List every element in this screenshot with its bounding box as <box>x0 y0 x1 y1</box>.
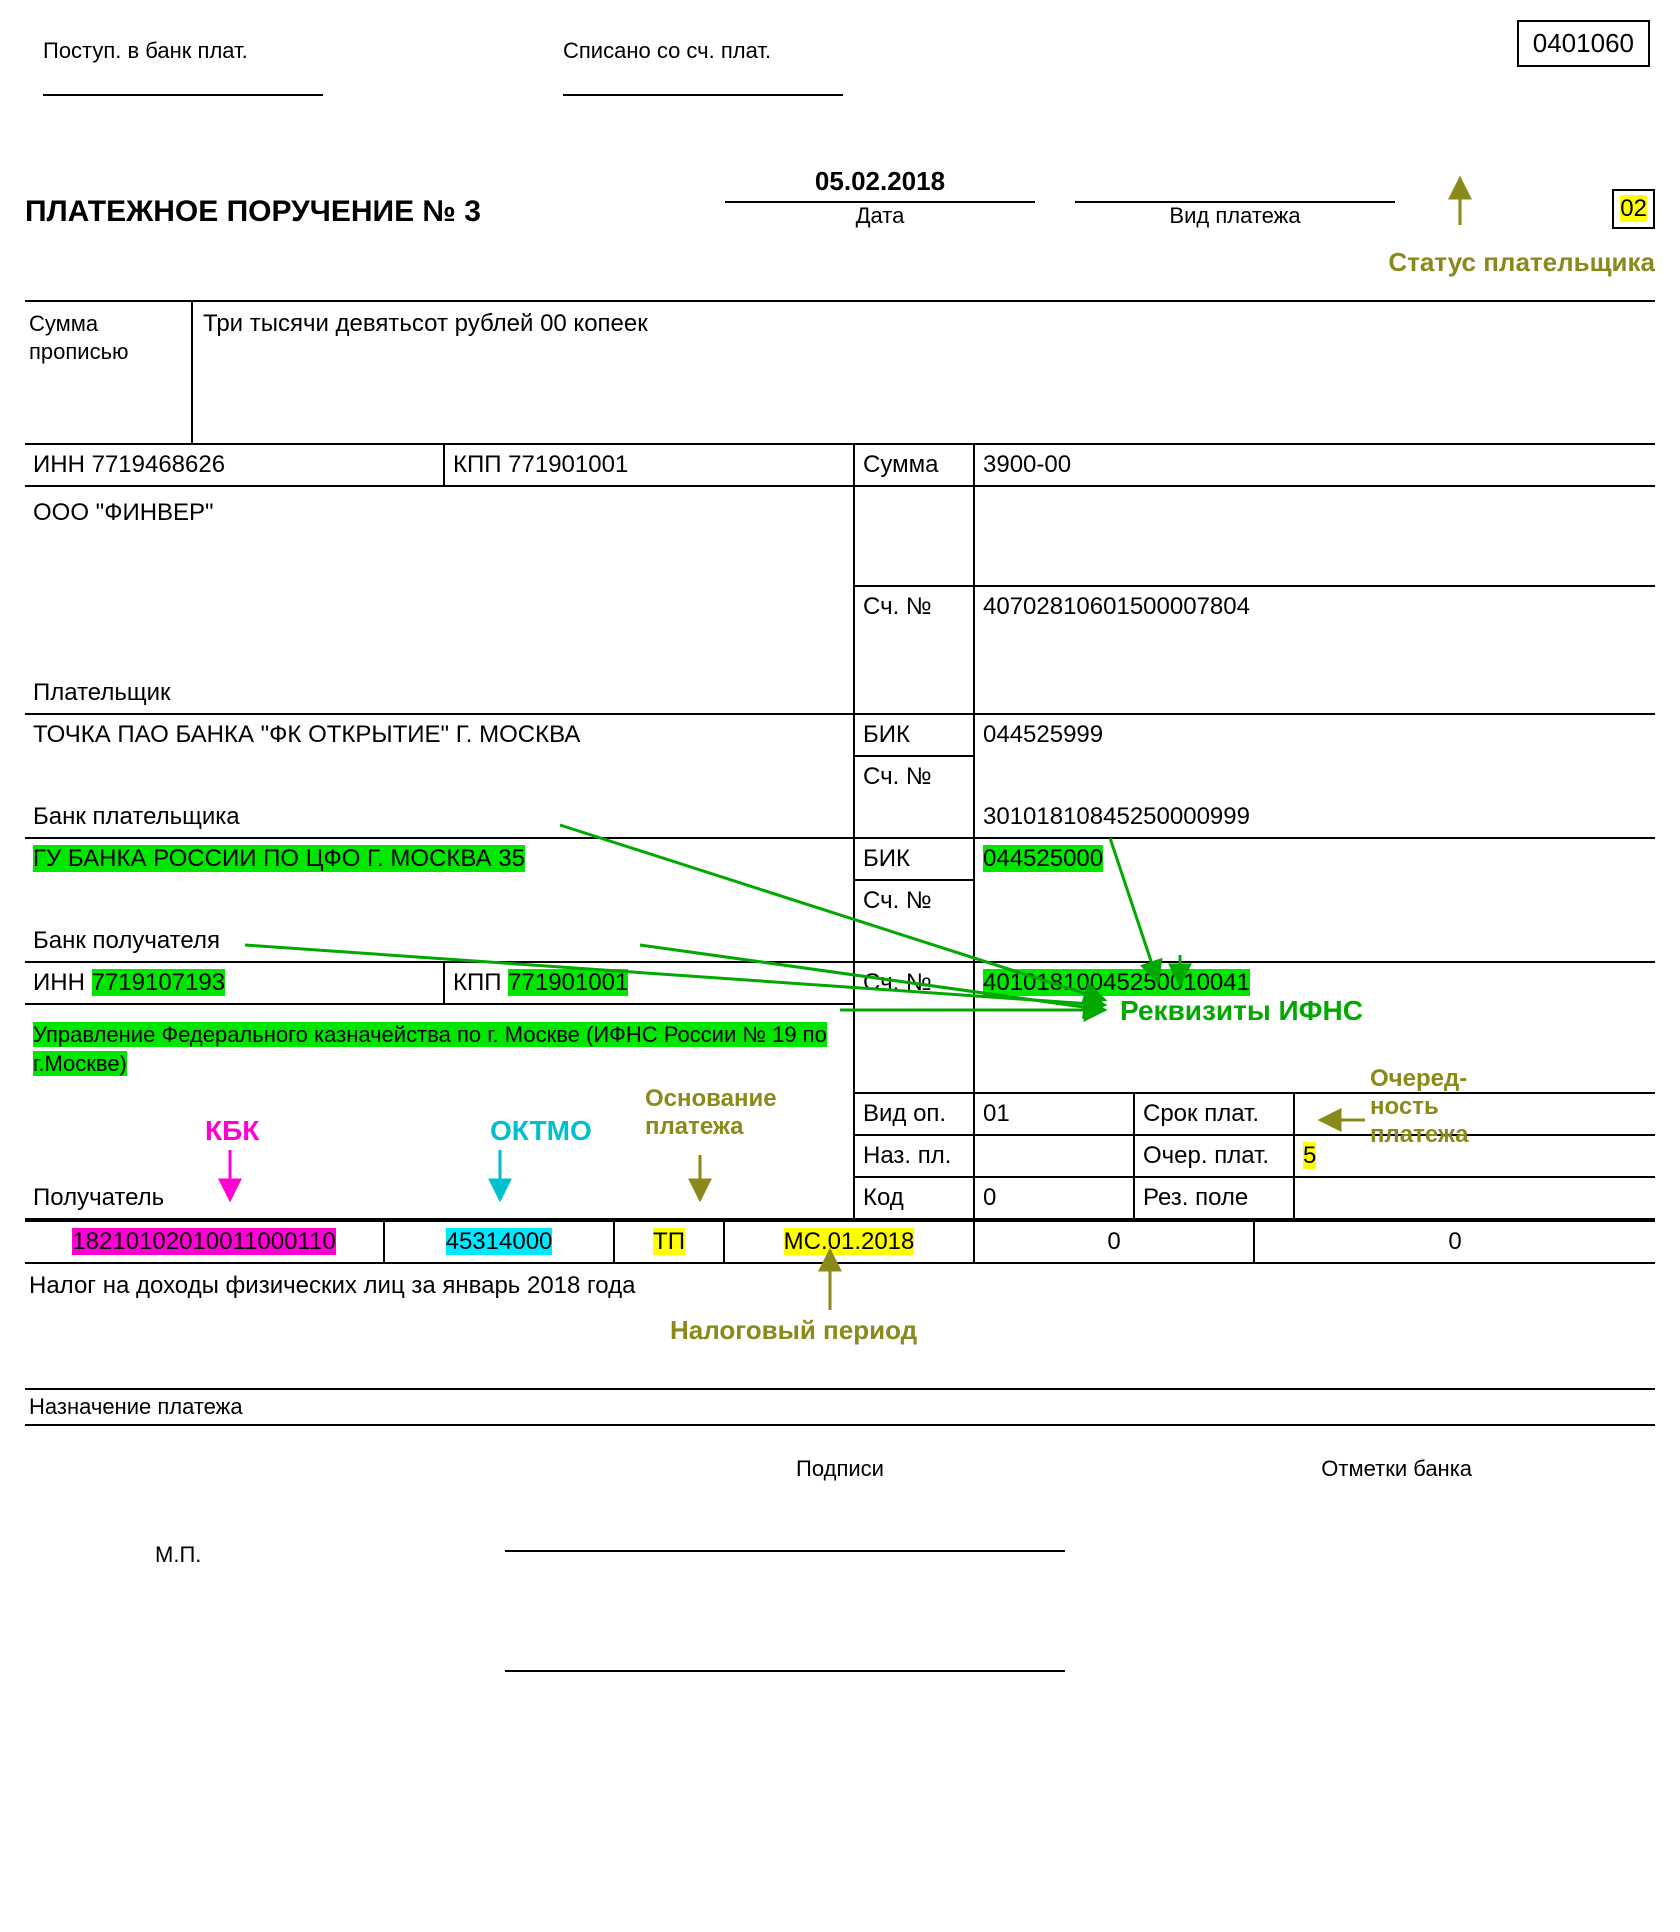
payer-bank: ТОЧКА ПАО БАНКА "ФК ОТКРЫТИЕ" Г. МОСКВА <box>25 715 855 757</box>
recv-name: Управление Федерального казначейства по … <box>33 1022 827 1076</box>
date-label: Дата <box>725 203 1035 229</box>
anno-ocher: Очеред- ность платежа <box>1370 1065 1469 1149</box>
nazpl-label: Наз. пл. <box>855 1136 975 1178</box>
sum-words-label: Сумма прописью <box>25 302 193 443</box>
kbk: 18210102010011000110 <box>72 1228 335 1255</box>
sig-podpisi: Подписи <box>582 1456 1099 1482</box>
basis: ТП <box>653 1228 685 1255</box>
payer-bik-label: БИК <box>855 715 975 757</box>
top-right: Списано со сч. плат. <box>563 38 843 96</box>
period: МС.01.2018 <box>784 1228 915 1255</box>
form-code: 0401060 <box>1517 20 1650 67</box>
amount: 3900-00 <box>975 445 1655 487</box>
payer-kpp: 771901001 <box>508 451 628 478</box>
recv-kpp-label: КПП <box>453 969 501 996</box>
vidop-label: Вид оп. <box>855 1094 975 1136</box>
payer-kpp-label: КПП <box>453 451 501 478</box>
payer-acc: 40702810601500007804 <box>975 587 1655 627</box>
anno-status: Статус плательщика <box>1388 247 1655 277</box>
purpose-label: Назначение платежа <box>25 1390 1655 1424</box>
payer-bank-label: Банк плательщика <box>25 797 855 839</box>
ocher-label: Очер. плат. <box>1135 1136 1295 1178</box>
recv-kpp: 771901001 <box>508 969 628 996</box>
payer-bik-acc: 30101810845250000999 <box>975 797 1655 839</box>
anno-ifns: Реквизиты ИФНС <box>1120 995 1363 1027</box>
status-value: 02 <box>1620 195 1647 222</box>
top-left: Поступ. в банк плат. <box>43 38 323 96</box>
rez-label: Рез. поле <box>1135 1178 1295 1220</box>
anno-kbk: КБК <box>205 1115 259 1147</box>
anno-period: Налоговый период <box>670 1315 917 1346</box>
zero2: 0 <box>1255 1222 1655 1262</box>
recv-bank-label: Банк получателя <box>25 921 855 963</box>
payer-bik: 044525999 <box>975 715 1655 757</box>
srok-label: Срок плат. <box>1135 1094 1295 1136</box>
paytype-value <box>1075 173 1395 203</box>
recv-bank-name: ГУ БАНКА РОССИИ ПО ЦФО Г. МОСКВА 35 <box>33 845 525 872</box>
recv-inn-label: ИНН <box>33 969 85 996</box>
payer-bik-acc-label: Сч. № <box>855 757 975 797</box>
paytype-label: Вид платежа <box>1075 203 1395 229</box>
recv-bank-bik-label: БИК <box>855 839 975 881</box>
anno-oktmo: ОКТМО <box>490 1115 592 1147</box>
recv-acc-label: Сч. № <box>855 963 975 1005</box>
vidop: 01 <box>975 1094 1135 1136</box>
oktmo: 45314000 <box>446 1228 553 1255</box>
date: 05.02.2018 <box>725 166 1035 203</box>
ocher: 5 <box>1303 1142 1316 1169</box>
recv-inn: 7719107193 <box>92 969 225 996</box>
recv-acc: 40101810045250010041 <box>983 969 1250 996</box>
recv-bank-bik: 044525000 <box>983 845 1103 872</box>
recipient-label: Получатель <box>25 1178 855 1220</box>
sig-mp: М.П. <box>25 1482 505 1692</box>
recv-bank-acc-label: Сч. № <box>855 881 975 921</box>
zero1: 0 <box>975 1222 1255 1262</box>
amount-label: Сумма <box>855 445 975 487</box>
payer-name: ООО "ФИНВЕР" <box>25 487 855 587</box>
payer-inn-label: ИНН <box>33 451 85 478</box>
kod-label: Код <box>855 1178 975 1220</box>
sig-otmetki: Отметки банка <box>1138 1456 1655 1482</box>
payer-label: Плательщик <box>25 627 855 715</box>
title: ПЛАТЕЖНОЕ ПОРУЧЕНИЕ № 3 <box>25 195 685 229</box>
payer-inn: 7719468626 <box>92 451 225 478</box>
kod: 0 <box>975 1178 1135 1220</box>
sum-words: Три тысячи девятьсот рублей 00 копеек <box>193 302 1655 443</box>
payer-acc-label: Сч. № <box>855 587 975 627</box>
anno-basis: Основание платежа <box>645 1085 777 1141</box>
status-box: 02 <box>1612 189 1655 229</box>
